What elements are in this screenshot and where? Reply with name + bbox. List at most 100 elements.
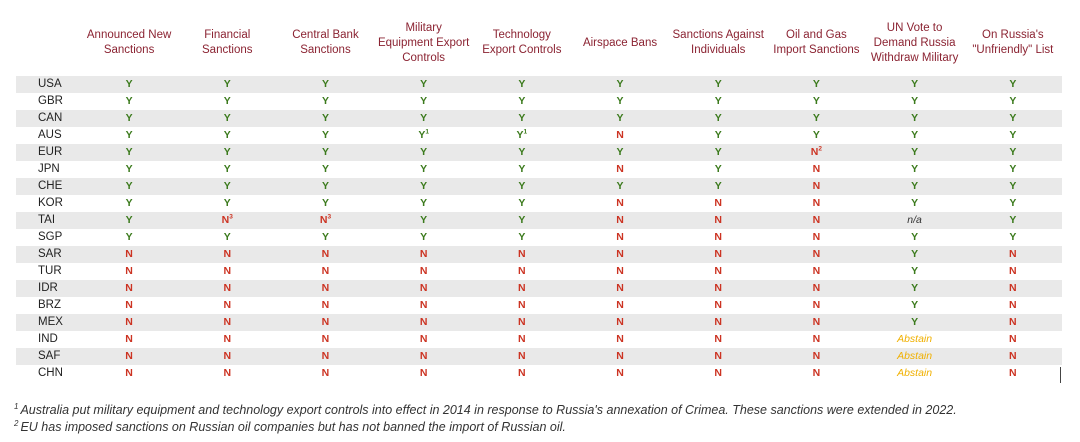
table-body: USA Y Y Y Y Y Y Y Y Y Y GBR Y Y Y Y Y Y Y Y Y Y CAN Y Y Y Y Y Y Y Y Y Y A…	[16, 76, 1062, 382]
country-label: SGP	[38, 231, 63, 243]
cell-value: N	[1009, 265, 1017, 277]
cell-value: N	[321, 265, 330, 277]
cell-value: N	[125, 350, 133, 362]
table-cell: N	[767, 246, 866, 263]
table-cell: Y	[963, 76, 1062, 93]
cell-value: N	[321, 299, 330, 311]
cell-value: Y	[125, 180, 133, 192]
cell-value: Y	[321, 112, 329, 124]
cell-value: N	[812, 333, 821, 345]
cell-value: Y	[714, 180, 722, 192]
table-cell: Y	[374, 144, 473, 161]
table-cell: N	[964, 331, 1062, 348]
cell-value: Y	[518, 163, 526, 175]
table-cell: Y	[866, 195, 964, 212]
table-cell: N3	[178, 212, 277, 229]
table-cell: N	[276, 348, 375, 365]
footnote-text: Australia put military equipment and tec…	[20, 403, 957, 417]
table-cell: Y	[375, 229, 473, 246]
column-header: Military Equipment Export Controls	[377, 21, 470, 64]
table-cell: Y	[473, 229, 571, 246]
cell-value: N	[616, 367, 624, 379]
cell-value: N	[518, 333, 526, 345]
table-cell: N	[669, 229, 767, 246]
scrollbar[interactable]	[1060, 367, 1061, 383]
footnote-text: EU has imposed sanctions on Russian oil …	[20, 420, 566, 434]
cell-value: N	[812, 316, 821, 328]
table-cell: Y	[374, 178, 473, 195]
cell-value: N	[1009, 248, 1017, 260]
cell-value: N	[419, 299, 428, 311]
table-cell: Y	[80, 110, 179, 127]
table-cell: Y	[472, 178, 571, 195]
table-cell: N	[80, 365, 178, 382]
cell-value: N	[321, 350, 330, 362]
cell-value: N	[812, 265, 821, 277]
table-cell: Y	[866, 263, 964, 280]
cell-value: N	[419, 316, 428, 328]
table-cell: Y	[472, 212, 571, 229]
cell-value: N	[125, 265, 133, 277]
table-cell: N	[571, 229, 669, 246]
table-cell: Y	[80, 93, 178, 110]
table-cell: N	[571, 127, 669, 144]
table-cell: Y	[669, 178, 768, 195]
table-cell: N	[669, 314, 768, 331]
table-cell: N	[570, 314, 670, 331]
cell-value: Y	[616, 78, 624, 90]
country-label: IND	[38, 333, 58, 345]
table-cell: Y	[964, 229, 1062, 246]
column-header: Financial Sanctions	[202, 29, 253, 56]
country-label: JPN	[38, 163, 60, 175]
table-cell: N	[963, 280, 1062, 297]
table-cell: Y	[570, 110, 670, 127]
cell-value: Y	[714, 78, 722, 90]
cell-value: N	[321, 367, 330, 379]
country-label: AUS	[38, 129, 62, 141]
table-cell: N	[767, 229, 865, 246]
cell-value: N	[714, 316, 723, 328]
cell-value: N	[616, 214, 624, 226]
table-cell: Y	[80, 212, 179, 229]
table-cell: Y	[178, 161, 276, 178]
footnotes: 1 Australia put military equipment and te…	[14, 402, 957, 436]
cell-value: Y	[223, 129, 231, 141]
table-cell: Y	[178, 144, 277, 161]
table-cell: Y	[276, 127, 374, 144]
cell-value: Y	[420, 95, 428, 107]
cell-value: N	[419, 248, 428, 260]
table-row: GBR Y Y Y Y Y Y Y Y Y Y	[16, 93, 1062, 110]
table-cell: N	[570, 280, 670, 297]
table-cell: Y	[473, 161, 571, 178]
cell-value: N	[518, 265, 526, 277]
table-cell: N	[767, 280, 866, 297]
cell-value: Y	[223, 231, 231, 243]
table-cell: Y	[964, 195, 1062, 212]
country-label: BRZ	[38, 299, 61, 311]
table-cell: N	[570, 212, 670, 229]
cell-value: N	[125, 367, 133, 379]
table-cell: N	[473, 331, 571, 348]
cell-value: Y	[1009, 163, 1017, 175]
cell-value: N	[714, 231, 723, 243]
country-label: USA	[16, 76, 80, 93]
table-cell: N	[375, 297, 473, 314]
table-cell: N	[80, 280, 179, 297]
cell-value: N	[812, 248, 821, 260]
table-cell: Abstain	[866, 331, 964, 348]
table-row: JPN Y Y Y Y Y N Y N Y Y	[16, 161, 1062, 178]
table-cell: Y	[178, 93, 276, 110]
table-cell: N	[80, 314, 179, 331]
table-cell: Y	[767, 76, 866, 93]
table-cell: Y	[866, 127, 964, 144]
cell-value: Y	[911, 95, 919, 107]
table-cell: N	[473, 365, 571, 382]
table-cell: Y	[178, 178, 277, 195]
table-cell: N	[571, 365, 669, 382]
table-cell: N	[669, 331, 767, 348]
table-cell: N	[472, 348, 571, 365]
cell-value: Y	[321, 231, 329, 243]
table-cell: N	[276, 246, 375, 263]
table-cell: N	[276, 297, 374, 314]
